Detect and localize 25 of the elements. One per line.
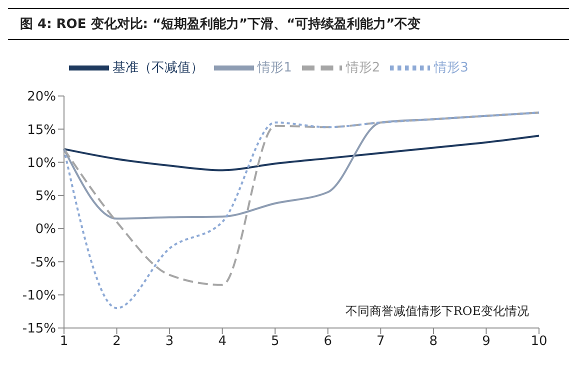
x-tick-label: 10	[530, 334, 548, 350]
legend-label: 情形3	[434, 60, 468, 76]
y-tick-label: -15%	[22, 322, 56, 337]
y-tick-label: -10%	[22, 288, 56, 304]
chart-title: 图 4: ROE 变化对比: “短期盈利能力”下滑、“可持续盈利能力”不变	[8, 8, 569, 40]
x-tick-label: 9	[482, 334, 490, 350]
annotation: 不同商誉减值情形下ROE变化情况	[345, 303, 529, 320]
x-tick-label: 6	[324, 334, 332, 350]
y-tick-label: 5%	[35, 189, 56, 204]
x-tick-label: 7	[376, 334, 385, 350]
y-tick-label: -5%	[30, 255, 56, 270]
legend-label: 情形2	[346, 60, 380, 76]
y-tick-label: 15%	[27, 122, 56, 138]
y-tick-label: 20%	[27, 90, 56, 105]
legend-label: 基准（不减值）	[112, 60, 204, 76]
line-series	[63, 134, 540, 172]
x-tick-label: 3	[165, 334, 174, 350]
y-tick-label: 0%	[35, 222, 56, 238]
x-tick-label: 8	[429, 334, 438, 350]
legend-label: 情形1	[258, 60, 292, 76]
x-tick-label: 1	[60, 334, 68, 350]
x-tick-label: 4	[218, 334, 226, 350]
x-tick-label: 2	[112, 334, 121, 350]
y-tick-label: 10%	[27, 156, 56, 171]
x-tick-label: 5	[270, 334, 280, 350]
